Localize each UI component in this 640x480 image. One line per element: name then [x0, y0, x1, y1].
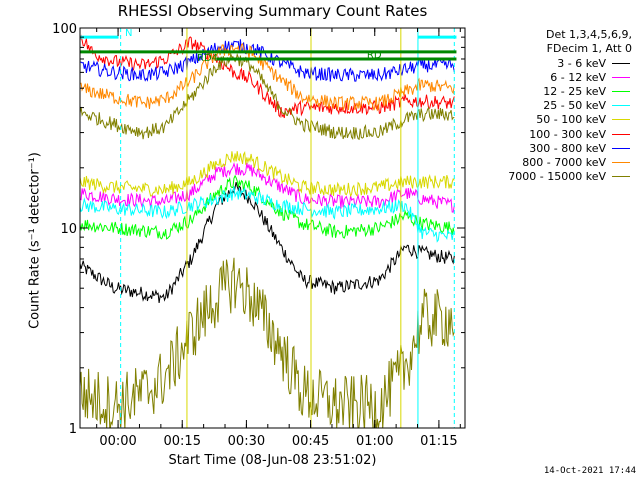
series-line-9: [80, 257, 455, 428]
y-axis-label: Count Rate (s⁻¹ detector⁻¹): [27, 152, 43, 329]
legend-item: 6 - 12 keV: [472, 70, 632, 84]
y-tick-label-2: 100: [52, 22, 77, 37]
legend-swatch: [612, 133, 630, 135]
legend-item: 50 - 100 keV: [472, 113, 632, 127]
x-tick-label-5: 01:15: [420, 434, 457, 449]
legend-swatch: [612, 119, 630, 121]
series-line-0: [80, 181, 455, 303]
legend-item: 300 - 800 keV: [472, 141, 632, 155]
x-tick-label-4: 01:00: [356, 434, 393, 449]
legend-swatch: [612, 161, 630, 163]
legend-item-label: 300 - 800 keV: [529, 141, 606, 155]
legend-item-label: 6 - 12 keV: [550, 70, 606, 84]
series-line-3: [80, 186, 455, 243]
x-tick-label-1: 00:15: [164, 434, 201, 449]
legend-swatch: [612, 105, 630, 107]
chart-title: RHESSI Observing Summary Count Rates: [117, 2, 428, 20]
timestamp: 14-Oct-2021 17:44: [543, 466, 636, 476]
legend-item: 25 - 50 keV: [472, 99, 632, 113]
legend-swatch: [612, 76, 630, 78]
legend-swatch: [612, 90, 630, 92]
legend-item: 7000 - 15000 keV: [472, 170, 632, 184]
series-line-1: [80, 162, 455, 213]
series-line-4: [80, 151, 455, 198]
x-tick-label-3: 00:45: [292, 434, 329, 449]
y-tick-label-0: 1: [69, 422, 77, 437]
series-line-8: [80, 52, 455, 141]
flag-label-0: N: [125, 28, 132, 39]
flag-label-3: RD: [367, 50, 382, 61]
legend: Det 1,3,4,5,6,9, FDecim 1, Att 0 3 - 6 k…: [472, 28, 632, 184]
legend-swatch: [612, 147, 630, 149]
legend-item-label: 50 - 100 keV: [536, 113, 606, 127]
legend-swatch: [612, 176, 630, 178]
x-tick-label-2: 00:30: [228, 434, 265, 449]
legend-item: 12 - 25 keV: [472, 84, 632, 98]
series-line-7: [80, 42, 455, 112]
legend-header-line-1: Det 1,3,4,5,6,9,: [545, 28, 632, 41]
legend-item-label: 800 - 7000 keV: [522, 155, 606, 169]
legend-item-label: 12 - 25 keV: [543, 84, 606, 98]
flag-label-2: RD4: [197, 53, 218, 64]
legend-item: 800 - 7000 keV: [472, 155, 632, 169]
legend-item-label: 100 - 300 keV: [529, 127, 606, 141]
legend-swatch: [612, 62, 630, 64]
legend-item: 100 - 300 keV: [472, 127, 632, 141]
legend-item-label: 25 - 50 keV: [543, 99, 606, 113]
series-line-2: [80, 174, 455, 240]
series-line-6: [80, 39, 455, 82]
legend-header-line-2: FDecim 1, Att 0: [546, 42, 632, 55]
legend-rows: 3 - 6 keV 6 - 12 keV 12 - 25 keV 25 - 50 ke…: [472, 56, 632, 184]
x-tick-label-0: 00:00: [99, 434, 136, 449]
legend-item-label: 7000 - 15000 keV: [508, 170, 606, 184]
x-axis-label: Start Time (08-Jun-08 23:51:02): [168, 453, 377, 468]
legend-item: 3 - 6 keV: [472, 56, 632, 70]
y-tick-label-1: 10: [60, 222, 77, 237]
legend-item-label: 3 - 6 keV: [557, 56, 606, 70]
